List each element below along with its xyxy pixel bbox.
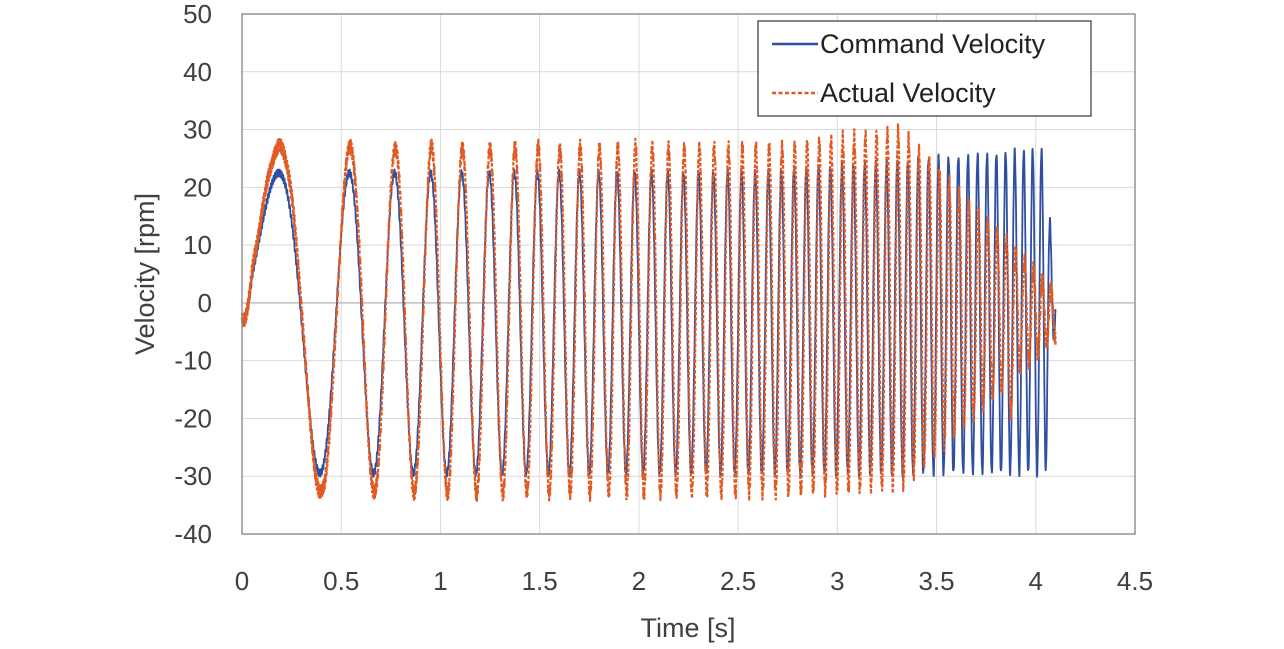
x-tick-label: 3 xyxy=(830,566,844,596)
x-tick-label: 3.5 xyxy=(918,566,954,596)
legend-label-actual-velocity: Actual Velocity xyxy=(820,78,996,108)
x-tick-label: 0.5 xyxy=(323,566,359,596)
y-tick-label: -30 xyxy=(174,461,212,491)
x-tick-label: 4.5 xyxy=(1117,566,1153,596)
y-axis-title: Velocity [rpm] xyxy=(130,193,160,355)
y-tick-label: -20 xyxy=(174,403,212,433)
legend: Command Velocity Actual Velocity xyxy=(757,20,1092,117)
y-tick-label: -10 xyxy=(174,346,212,376)
x-tick-label: 4 xyxy=(1029,566,1043,596)
y-tick-label: -40 xyxy=(174,519,212,549)
x-axis-title: Time [s] xyxy=(640,613,735,643)
y-tick-label: 0 xyxy=(198,288,212,318)
legend-box xyxy=(757,20,1092,117)
y-tick-label: 30 xyxy=(183,115,212,145)
y-tick-labels: -40 -30 -20 -10 0 10 20 30 40 50 xyxy=(174,0,212,549)
series-line-actual-velocity xyxy=(240,123,1057,503)
x-tick-label: 2 xyxy=(632,566,646,596)
x-tick-label: 2.5 xyxy=(720,566,756,596)
plot-frame xyxy=(241,13,1136,535)
x-tick-label: 0 xyxy=(235,566,249,596)
series-layer xyxy=(240,123,1057,503)
y-tick-label: 10 xyxy=(183,230,212,260)
y-tick-label: 20 xyxy=(183,172,212,202)
x-tick-label: 1 xyxy=(433,566,447,596)
x-tick-label: 1.5 xyxy=(522,566,558,596)
y-tick-label: 50 xyxy=(183,0,212,29)
y-tick-label: 40 xyxy=(183,57,212,87)
legend-label-command-velocity: Command Velocity xyxy=(820,29,1046,59)
x-tick-labels: 0 0.5 1 1.5 2 2.5 3 3.5 4 4.5 xyxy=(235,566,1153,596)
